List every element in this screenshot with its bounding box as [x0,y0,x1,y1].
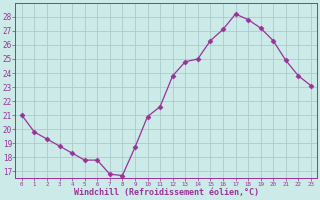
X-axis label: Windchill (Refroidissement éolien,°C): Windchill (Refroidissement éolien,°C) [74,188,259,197]
